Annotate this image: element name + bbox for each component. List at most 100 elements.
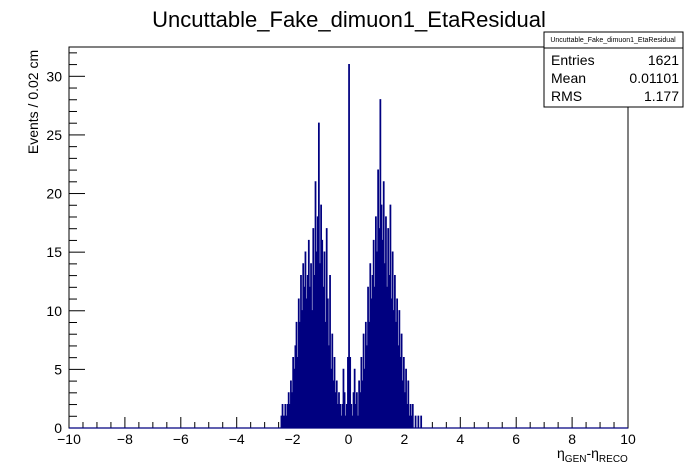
histogram-bin bbox=[285, 405, 286, 428]
histogram-bin bbox=[321, 205, 322, 428]
histogram-bin bbox=[303, 264, 304, 428]
histogram-bin bbox=[281, 416, 282, 428]
histogram-bin bbox=[326, 229, 327, 428]
histogram-bin bbox=[354, 369, 355, 428]
histogram-bin bbox=[347, 405, 348, 428]
histogram-bin bbox=[385, 264, 386, 428]
histogram-bin bbox=[344, 393, 345, 428]
histogram-bin bbox=[371, 299, 372, 428]
histogram-bin bbox=[292, 393, 293, 428]
histogram-bin bbox=[350, 358, 351, 428]
x-axis-label-sub2: RECO bbox=[599, 454, 628, 465]
histogram-bin bbox=[343, 369, 344, 428]
histogram-bin bbox=[415, 416, 416, 428]
histogram-bin bbox=[382, 240, 383, 428]
stats-mean-value: 0.01101 bbox=[629, 70, 679, 86]
histogram-bin bbox=[332, 334, 333, 428]
histogram-bin bbox=[302, 311, 303, 428]
histogram-bin bbox=[297, 358, 298, 428]
histogram-bin bbox=[369, 322, 370, 428]
histogram-bin bbox=[421, 416, 422, 428]
histogram-bin bbox=[377, 252, 378, 428]
histogram-bin bbox=[397, 299, 398, 428]
histogram-bin bbox=[368, 287, 369, 428]
stats-box: Uncuttable_Fake_dimuon1_EtaResidual Entr… bbox=[543, 31, 684, 108]
histogram-bin bbox=[345, 416, 346, 428]
histogram-bin bbox=[406, 369, 407, 428]
y-tick-label: 15 bbox=[46, 244, 62, 260]
histogram-bin bbox=[411, 416, 412, 428]
histogram-bin bbox=[391, 299, 392, 428]
histogram-bin bbox=[290, 405, 291, 428]
histogram-bin bbox=[324, 252, 325, 428]
histogram-bin bbox=[352, 416, 353, 428]
histogram-bin bbox=[372, 276, 373, 428]
histogram-bin bbox=[379, 229, 380, 428]
histogram-bin bbox=[330, 276, 331, 428]
x-axis-label-sub1: GEN bbox=[565, 454, 587, 465]
y-tick-label: 5 bbox=[54, 361, 62, 377]
histogram-bin bbox=[284, 416, 285, 428]
histogram-bin bbox=[363, 334, 364, 428]
histogram-bin bbox=[338, 405, 339, 428]
histogram-bin bbox=[404, 358, 405, 428]
histogram-bin bbox=[282, 405, 283, 428]
x-tick-label: 10 bbox=[620, 431, 636, 447]
x-tick-label: −6 bbox=[173, 431, 189, 447]
y-tick-label: 10 bbox=[46, 303, 62, 319]
stats-rms-value: 1.177 bbox=[644, 88, 679, 104]
x-tick-label: 0 bbox=[345, 431, 353, 447]
x-axis-label-mid: -η bbox=[586, 445, 598, 461]
x-axis-label: ηGEN-ηRECO bbox=[557, 445, 628, 465]
histogram-bin bbox=[393, 311, 394, 428]
histogram-bin bbox=[320, 264, 321, 428]
histogram-bin bbox=[301, 276, 302, 428]
histogram-bin bbox=[351, 405, 352, 428]
histogram-bin bbox=[380, 100, 381, 428]
histogram-bin bbox=[364, 369, 365, 428]
histogram-bin bbox=[392, 252, 393, 428]
histogram-bin bbox=[329, 346, 330, 428]
histogram-bin bbox=[334, 358, 335, 428]
stats-entries-value: 1621 bbox=[648, 52, 679, 68]
histogram-bin bbox=[407, 405, 408, 428]
histogram-bin bbox=[381, 205, 382, 428]
x-tick-label: 8 bbox=[568, 431, 576, 447]
y-tick-label: 25 bbox=[46, 127, 62, 143]
histogram-bin bbox=[362, 381, 363, 428]
histogram-bin bbox=[300, 322, 301, 428]
histogram-bins bbox=[281, 65, 421, 428]
histogram-bin bbox=[388, 229, 389, 428]
histogram-bin bbox=[342, 405, 343, 428]
histogram-bin bbox=[408, 381, 409, 428]
y-tick-label: 0 bbox=[54, 420, 62, 436]
histogram-bin bbox=[386, 217, 387, 428]
x-tick-label: 2 bbox=[401, 431, 409, 447]
histogram-bin bbox=[387, 287, 388, 428]
histogram-bin bbox=[314, 276, 315, 428]
histogram-bin bbox=[418, 416, 419, 428]
histogram-bin bbox=[396, 322, 397, 428]
histogram-bin bbox=[288, 393, 289, 428]
y-tick-label: 30 bbox=[46, 68, 62, 84]
histogram-bin bbox=[296, 322, 297, 428]
y-axis-label: Events / 0.02 cm bbox=[25, 50, 41, 154]
stats-box-frame bbox=[543, 31, 684, 108]
histogram-bin bbox=[389, 276, 390, 428]
histogram-bin bbox=[398, 346, 399, 428]
histogram-bin bbox=[325, 322, 326, 428]
histogram-bin bbox=[331, 369, 332, 428]
histogram-bin bbox=[366, 322, 367, 428]
histogram-bin bbox=[349, 65, 350, 428]
histogram-bin bbox=[348, 358, 349, 428]
histogram-bin bbox=[410, 405, 411, 428]
x-tick-label: 6 bbox=[512, 431, 520, 447]
histogram-bin bbox=[313, 229, 314, 428]
histogram-bin bbox=[359, 381, 360, 428]
histogram-bin bbox=[312, 311, 313, 428]
histogram-bin bbox=[339, 393, 340, 428]
histogram-bin bbox=[287, 405, 288, 428]
histogram-bin bbox=[295, 346, 296, 428]
histogram-bin bbox=[293, 358, 294, 428]
